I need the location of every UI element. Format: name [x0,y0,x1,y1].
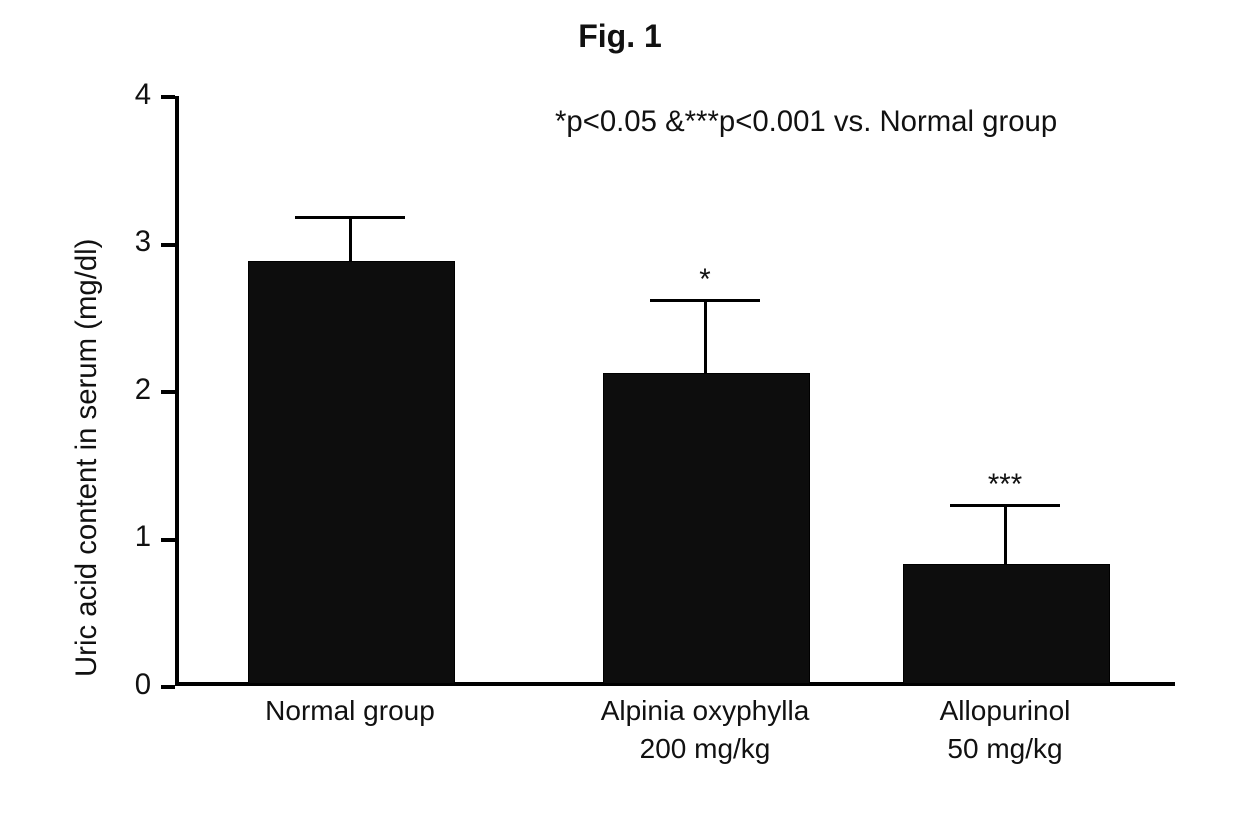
figure-title: Fig. 1 [0,18,1240,55]
error-bar-cap [950,504,1060,507]
bar [903,564,1110,684]
y-tick [161,95,175,99]
significance-marker: * [645,263,765,297]
error-bar-cap [295,216,405,219]
significance-annotation: *p<0.05 &***p<0.001 vs. Normal group [555,105,1057,139]
y-tick [161,685,175,689]
y-tick [161,538,175,542]
y-tick [161,390,175,394]
error-bar [1004,505,1007,564]
y-axis-line [175,96,179,686]
y-tick-label: 3 [101,225,151,259]
figure-root: Fig. 1 01234 Uric acid content in serum … [0,0,1240,820]
x-category-label: Allopurinol 50 mg/kg [835,692,1175,768]
bar [603,373,810,684]
y-tick-label: 2 [101,373,151,407]
significance-marker: *** [945,468,1065,502]
y-tick-label: 0 [101,668,151,702]
y-axis-label: Uric acid content in serum (mg/dl) [70,239,104,677]
y-tick-label: 4 [101,78,151,112]
error-bar-cap [650,299,760,302]
x-category-label: Normal group [180,692,520,730]
plot-area: 01234 Uric acid content in serum (mg/dl)… [175,96,1175,686]
error-bar [349,217,352,261]
error-bar [704,300,707,374]
bar [248,261,455,684]
x-category-label: Alpinia oxyphylla 200 mg/kg [535,692,875,768]
y-tick [161,243,175,247]
y-tick-label: 1 [101,520,151,554]
